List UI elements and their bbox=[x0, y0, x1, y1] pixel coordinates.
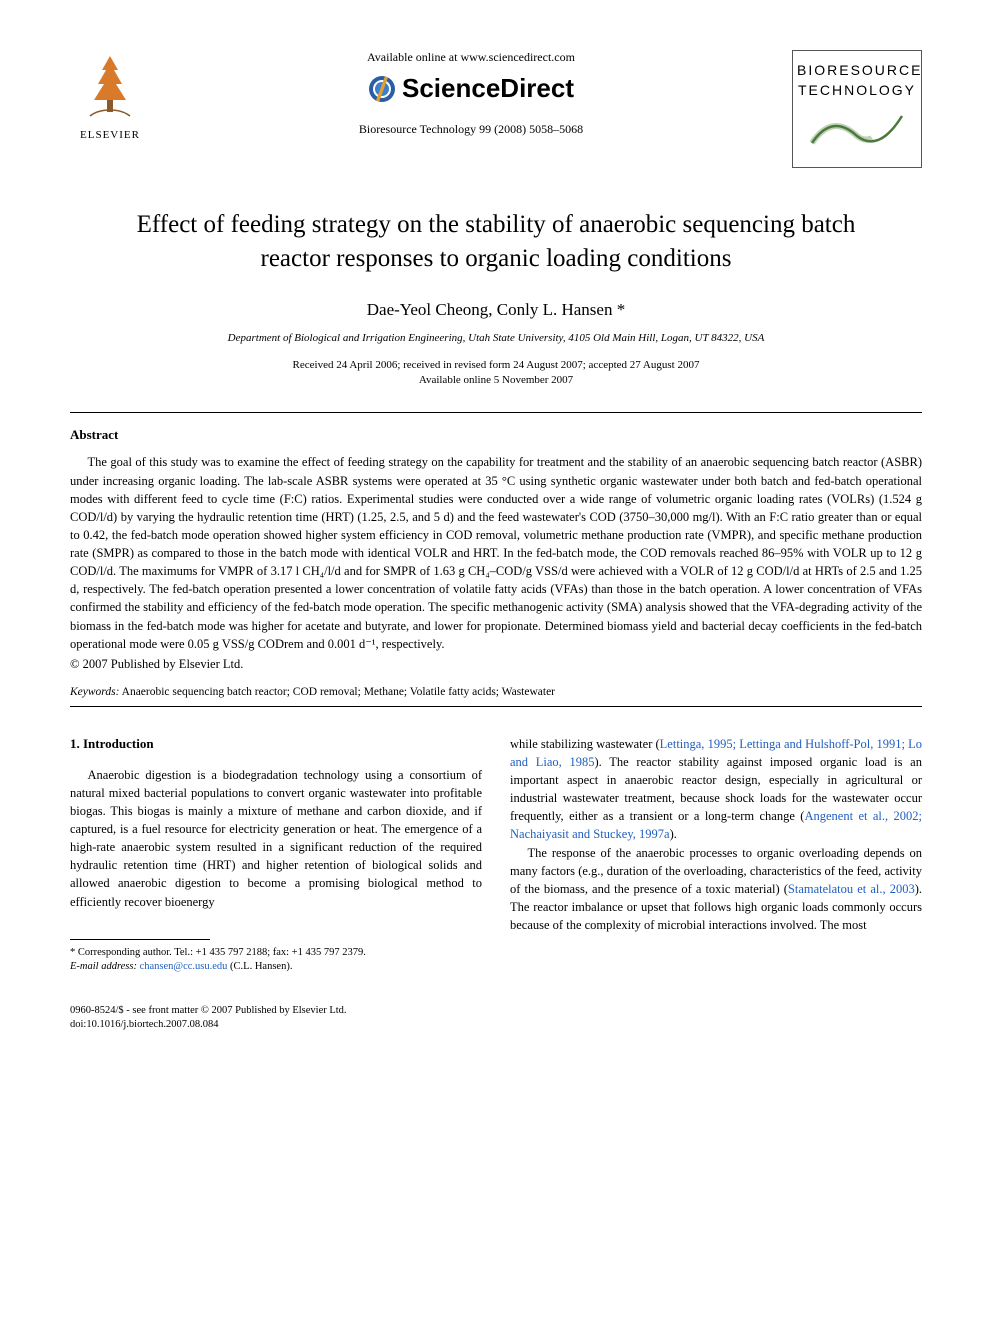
intro-p2c: ). bbox=[670, 827, 677, 841]
sciencedirect-icon bbox=[368, 75, 396, 103]
article-title: Effect of feeding strategy on the stabil… bbox=[110, 208, 882, 276]
journal-reference: Bioresource Technology 99 (2008) 5058–50… bbox=[170, 122, 772, 137]
page-header: ELSEVIER Available online at www.science… bbox=[70, 50, 922, 168]
divider-top bbox=[70, 412, 922, 413]
footer-line-2: doi:10.1016/j.biortech.2007.08.084 bbox=[70, 1018, 922, 1032]
footer-line-1: 0960-8524/$ - see front matter © 2007 Pu… bbox=[70, 1004, 922, 1018]
dates-line-2: Available online 5 November 2007 bbox=[70, 373, 922, 388]
dates-line-1: Received 24 April 2006; received in revi… bbox=[70, 358, 922, 373]
article-authors: Dae-Yeol Cheong, Conly L. Hansen * bbox=[70, 300, 922, 320]
column-right: while stabilizing wastewater (Lettinga, … bbox=[510, 735, 922, 974]
sciencedirect-logo: ScienceDirect bbox=[170, 73, 772, 104]
footnote-line-2: E-mail address: chansen@cc.usu.edu (C.L.… bbox=[70, 960, 482, 974]
footnote-line-1: * Corresponding author. Tel.: +1 435 797… bbox=[70, 946, 482, 960]
article-dates: Received 24 April 2006; received in revi… bbox=[70, 358, 922, 389]
footnote-separator bbox=[70, 939, 210, 940]
corresponding-author-footnote: * Corresponding author. Tel.: +1 435 797… bbox=[70, 946, 482, 974]
page-footer: 0960-8524/$ - see front matter © 2007 Pu… bbox=[70, 1004, 922, 1032]
abstract-copyright: © 2007 Published by Elsevier Ltd. bbox=[70, 657, 922, 672]
journal-cover-logo: BIORESOURCE TECHNOLOGY bbox=[792, 50, 922, 168]
footnote-tail: (C.L. Hansen). bbox=[227, 961, 292, 972]
elsevier-tree-icon bbox=[80, 50, 140, 120]
intro-p3: The response of the anaerobic processes … bbox=[510, 844, 922, 935]
elsevier-logo: ELSEVIER bbox=[70, 50, 150, 141]
journal-logo-graphic-icon bbox=[807, 108, 907, 148]
intro-p3-cite1[interactable]: Stamatelatou et al., 2003 bbox=[788, 882, 915, 896]
intro-p1: Anaerobic digestion is a biodegradation … bbox=[70, 766, 482, 911]
header-center: Available online at www.sciencedirect.co… bbox=[150, 50, 792, 137]
intro-heading: 1. Introduction bbox=[70, 735, 482, 754]
keywords-text: Anaerobic sequencing batch reactor; COD … bbox=[119, 686, 555, 698]
divider-bottom bbox=[70, 706, 922, 707]
abstract-heading: Abstract bbox=[70, 427, 922, 443]
elsevier-label: ELSEVIER bbox=[70, 129, 150, 141]
keywords: Keywords: Anaerobic sequencing batch rea… bbox=[70, 686, 922, 698]
keywords-label: Keywords: bbox=[70, 686, 119, 698]
article-affiliation: Department of Biological and Irrigation … bbox=[70, 332, 922, 344]
available-online-text: Available online at www.sciencedirect.co… bbox=[170, 50, 772, 65]
abstract-body: The goal of this study was to examine th… bbox=[70, 453, 922, 652]
journal-logo-line1: BIORESOURCE bbox=[797, 61, 917, 81]
journal-logo-line2: TECHNOLOGY bbox=[797, 81, 917, 101]
footnote-email-label: E-mail address: bbox=[70, 961, 137, 972]
footnote-email[interactable]: chansen@cc.usu.edu bbox=[137, 961, 227, 972]
column-left: 1. Introduction Anaerobic digestion is a… bbox=[70, 735, 482, 974]
sciencedirect-text: ScienceDirect bbox=[402, 73, 574, 104]
intro-p2a: while stabilizing wastewater ( bbox=[510, 737, 660, 751]
intro-p2: while stabilizing wastewater (Lettinga, … bbox=[510, 735, 922, 844]
main-columns: 1. Introduction Anaerobic digestion is a… bbox=[70, 735, 922, 974]
